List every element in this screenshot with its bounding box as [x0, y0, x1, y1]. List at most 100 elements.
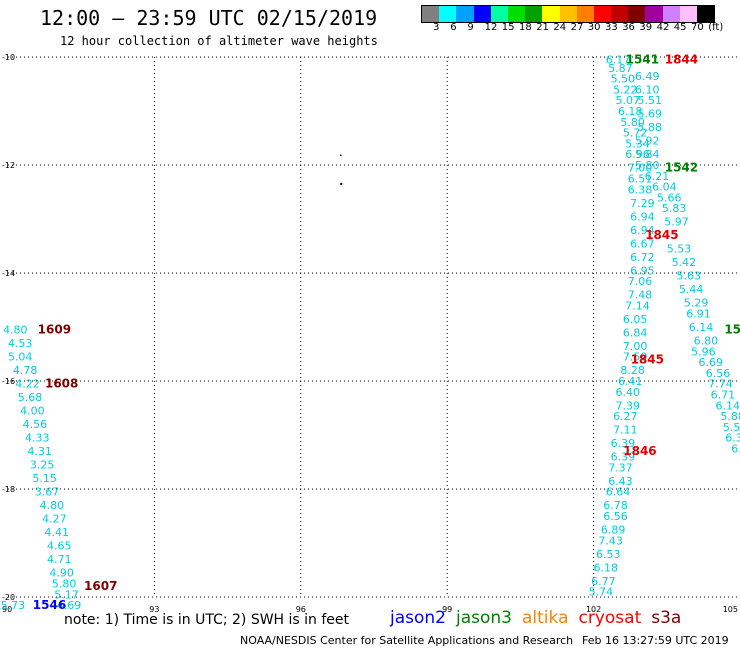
swh-value: 6.96	[625, 148, 650, 161]
y-tick-label: -10	[2, 53, 15, 62]
legend-swatch	[628, 6, 646, 22]
swh-value: 4.78	[13, 364, 38, 377]
swh-value: 4.69	[57, 599, 82, 612]
legend-label: 12	[484, 22, 498, 33]
swh-value: 6.53	[596, 548, 621, 561]
swh-value: 5.04	[8, 351, 33, 364]
swh-value: 4.56	[23, 418, 48, 431]
swh-value: 6.77	[591, 575, 616, 588]
swh-value: 7.37	[608, 461, 633, 474]
swh-value: 5.50	[611, 73, 636, 86]
swh-value: 5.72	[623, 127, 648, 140]
legend-swatch	[662, 6, 680, 22]
swh-value: 5.42	[672, 256, 697, 269]
legend-label: 45	[673, 22, 687, 33]
legend-swatch	[422, 6, 440, 22]
track-time-label: 1541	[626, 53, 659, 67]
color-scale-bar	[421, 5, 716, 23]
legend-swatch	[645, 6, 663, 22]
swh-value: 5.15	[32, 472, 57, 485]
legend-swatch	[456, 6, 474, 22]
legend-swatch	[525, 6, 543, 22]
swh-value: 4.41	[45, 526, 70, 539]
swh-value: 6.80	[694, 335, 719, 348]
swh-value: 7.00	[628, 162, 653, 175]
x-tick-label: 102	[586, 605, 601, 614]
swh-value: 5.96	[691, 345, 716, 358]
swh-value: 6.78	[603, 499, 628, 512]
satellite-cryosat: cryosat	[578, 608, 642, 628]
swh-value: 5.84	[635, 148, 660, 161]
legend-label: 3	[433, 22, 440, 33]
swh-value: 5.80	[52, 578, 77, 591]
track-time-label: 1845	[631, 352, 664, 366]
swh-value: 5.34	[625, 137, 650, 150]
swh-value: 6.95	[630, 264, 655, 277]
swh-value: 7.00	[623, 340, 648, 353]
swh-value: 4.27	[42, 513, 67, 526]
track-time-label: 1845	[645, 228, 678, 242]
swh-value: 7.48	[628, 289, 653, 302]
swh-value: 5.17	[54, 588, 79, 601]
track-time-label: 1542	[665, 161, 698, 175]
swh-value: 5.44	[679, 283, 704, 296]
swh-value: 6.43	[608, 475, 633, 488]
legend-label: 15	[501, 22, 515, 33]
swh-value: 5.87	[608, 62, 633, 75]
legend-label: 39	[639, 22, 653, 33]
satellite-legend: jason2 jason3 altika cryosat s3a	[390, 608, 691, 628]
swh-value: 5.68	[18, 391, 43, 404]
legend-label: 42	[656, 22, 670, 33]
swh-value: 7.39	[616, 399, 641, 412]
swh-value: 6.40	[616, 386, 641, 399]
legend-swatch	[593, 6, 612, 22]
legend-swatch	[611, 6, 629, 22]
swh-value: 5.97	[664, 216, 689, 229]
swh-value: 4.80	[40, 499, 65, 512]
swh-value: 4.33	[25, 432, 50, 445]
swh-value: 6.14	[716, 399, 740, 412]
swh-value: 6.10	[635, 83, 660, 96]
swh-value: 5.88	[637, 121, 662, 134]
satellite-altika: altika	[522, 608, 569, 628]
swh-value: 3.67	[35, 486, 60, 499]
swh-value: 5.88	[720, 410, 740, 423]
y-tick-label: -18	[2, 485, 15, 494]
swh-value: 6.64	[606, 486, 631, 499]
swh-value: 4.31	[27, 445, 52, 458]
legend-label: 27	[570, 22, 584, 33]
legend-label: 24	[553, 22, 567, 33]
swh-value: 8.28	[620, 364, 645, 377]
legend-swatch	[542, 6, 560, 22]
track-time-label: 1608	[45, 377, 78, 391]
legend-swatch	[507, 6, 526, 22]
swh-value: 5.92	[635, 135, 660, 148]
island-marker	[339, 154, 342, 157]
legend-label: 70	[691, 22, 704, 33]
track-time-label: 1546	[33, 598, 66, 612]
x-tick-label: 90	[2, 605, 12, 614]
swh-value: 4.65	[47, 540, 72, 553]
legend-label: 36	[622, 22, 635, 33]
y-tick-label: -16	[2, 377, 15, 386]
swh-value: 6.27	[613, 410, 638, 423]
swh-value: 3.25	[30, 459, 55, 472]
satellite-jason3: jason3	[456, 608, 512, 628]
swh-value: 5.74	[589, 586, 614, 599]
swh-value: 4.00	[20, 405, 45, 418]
swh-value: 6.21	[645, 170, 670, 183]
swh-value: 5.66	[657, 191, 682, 204]
swh-value: 6.56	[603, 510, 628, 523]
swh-value: 6.91	[686, 308, 711, 321]
track-time-label: 15	[724, 323, 740, 337]
swh-value: 6.30	[725, 432, 740, 445]
legend-swatch	[697, 6, 715, 22]
swh-value: 6.67	[630, 237, 655, 250]
x-tick-label: 93	[149, 605, 159, 614]
track-time-label: 1844	[665, 53, 698, 67]
y-tick-label: -12	[2, 161, 15, 170]
swh-value: 5.80	[635, 159, 660, 172]
legend-label: 33	[605, 22, 618, 33]
swh-value: 7.43	[598, 534, 623, 547]
island-marker	[340, 182, 343, 186]
